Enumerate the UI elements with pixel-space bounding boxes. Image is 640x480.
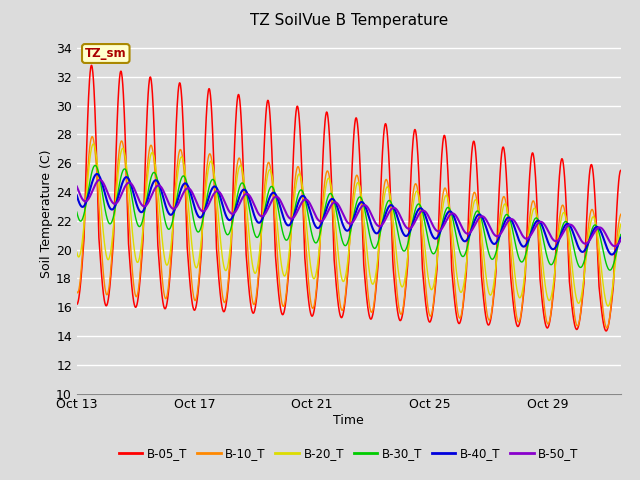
Y-axis label: Soil Temperature (C): Soil Temperature (C) (40, 149, 53, 278)
Title: TZ SoilVue B Temperature: TZ SoilVue B Temperature (250, 13, 448, 28)
Legend: B-05_T, B-10_T, B-20_T, B-30_T, B-40_T, B-50_T: B-05_T, B-10_T, B-20_T, B-30_T, B-40_T, … (114, 443, 584, 465)
X-axis label: Time: Time (333, 414, 364, 427)
Text: TZ_sm: TZ_sm (85, 47, 127, 60)
